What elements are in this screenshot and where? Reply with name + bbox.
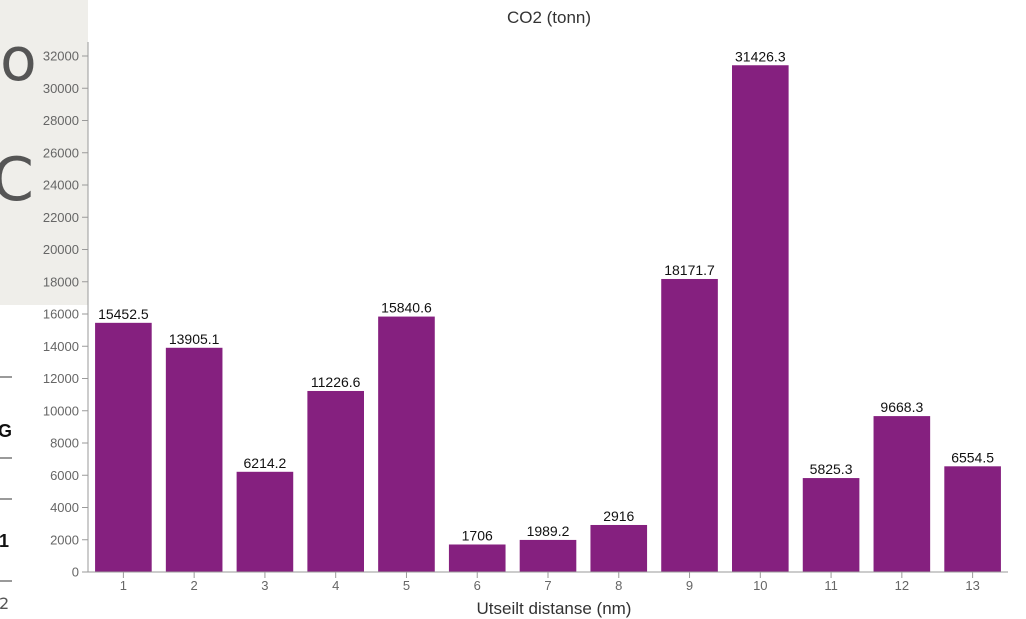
y-tick-label: 10000	[43, 403, 79, 418]
y-axis: 0 2000 4000 6000 8000 10000 12000 14000 16000 180…	[43, 42, 89, 580]
background-rule	[0, 498, 12, 500]
y-tick-label: 8000	[50, 436, 79, 451]
data-label: 18171.7	[664, 262, 715, 278]
y-tick-label: 30000	[43, 81, 79, 96]
data-label: 31426.3	[735, 48, 786, 64]
data-label: 11226.6	[311, 374, 361, 390]
background-fragment-g: G	[0, 421, 13, 441]
data-label: 15840.6	[381, 300, 432, 316]
data-label: 13905.1	[169, 331, 220, 347]
background-rule	[0, 457, 12, 459]
x-tick-label: 2	[191, 578, 198, 593]
x-tick-label: 5	[403, 578, 410, 593]
bar	[732, 65, 789, 572]
data-label: 9668.3	[880, 399, 923, 415]
x-tick-label: 7	[544, 578, 551, 593]
x-tick-label: 4	[332, 578, 339, 593]
background-panel	[0, 0, 88, 305]
bar	[165, 347, 223, 572]
bar	[661, 278, 718, 572]
y-tick-label: 20000	[43, 242, 79, 257]
background-fragment-c: C	[0, 145, 34, 215]
y-tick-label: 18000	[43, 274, 79, 289]
bar	[448, 544, 506, 572]
bar	[944, 466, 1001, 572]
bars	[95, 65, 1001, 572]
data-label: 1706	[462, 527, 493, 543]
x-tick-label: 11	[824, 578, 838, 593]
x-axis: 1 2 3 4 5 6 7 8 9 10 11 12 13	[88, 571, 1008, 593]
data-label: 6554.5	[951, 449, 994, 465]
chart-title: CO2 (tonn)	[507, 8, 591, 27]
x-tick-label: 12	[895, 578, 909, 593]
background-rule	[0, 376, 12, 378]
bar	[519, 539, 577, 572]
background-fragment-1: 1	[0, 531, 10, 551]
x-tick-label: 13	[965, 578, 979, 593]
data-label: 15452.5	[98, 306, 149, 322]
x-tick-label: 6	[474, 578, 481, 593]
y-tick-label: 28000	[43, 113, 79, 128]
x-axis-title: Utseilt distanse (nm)	[477, 599, 632, 618]
background-fragment-o: o	[0, 25, 37, 95]
background-fragment-2: 2	[0, 594, 10, 613]
x-tick-label: 9	[686, 578, 693, 593]
y-tick-label: 6000	[50, 468, 79, 483]
data-label: 6214.2	[244, 455, 287, 471]
bar	[873, 416, 931, 572]
bar	[236, 471, 294, 572]
y-tick-label: 22000	[43, 210, 79, 225]
y-tick-label: 4000	[50, 500, 79, 515]
data-label: 5825.3	[810, 461, 853, 477]
y-tick-label: 12000	[43, 371, 79, 386]
data-label: 1989.2	[527, 523, 570, 539]
bar	[378, 316, 435, 572]
background-rule	[0, 580, 12, 582]
bar	[802, 478, 860, 572]
bar	[307, 390, 364, 572]
data-label: 2916	[603, 508, 634, 524]
y-tick-label: 26000	[43, 145, 79, 160]
y-tick-label: 14000	[43, 339, 79, 354]
y-tick-label: 0	[72, 565, 79, 580]
data-labels: 15452.5 13905.1 6214.2 11226.6 15840.6 1706 19…	[98, 48, 994, 543]
x-tick-label: 8	[615, 578, 622, 593]
x-tick-label: 10	[753, 578, 767, 593]
y-tick-label: 32000	[43, 49, 79, 64]
x-tick-label: 1	[120, 578, 127, 593]
y-tick-label: 2000	[50, 532, 79, 547]
y-tick-label: 24000	[43, 178, 79, 193]
bar	[590, 524, 648, 572]
x-tick-label: 3	[261, 578, 268, 593]
y-tick-label: 16000	[43, 307, 79, 322]
bar	[95, 322, 152, 572]
